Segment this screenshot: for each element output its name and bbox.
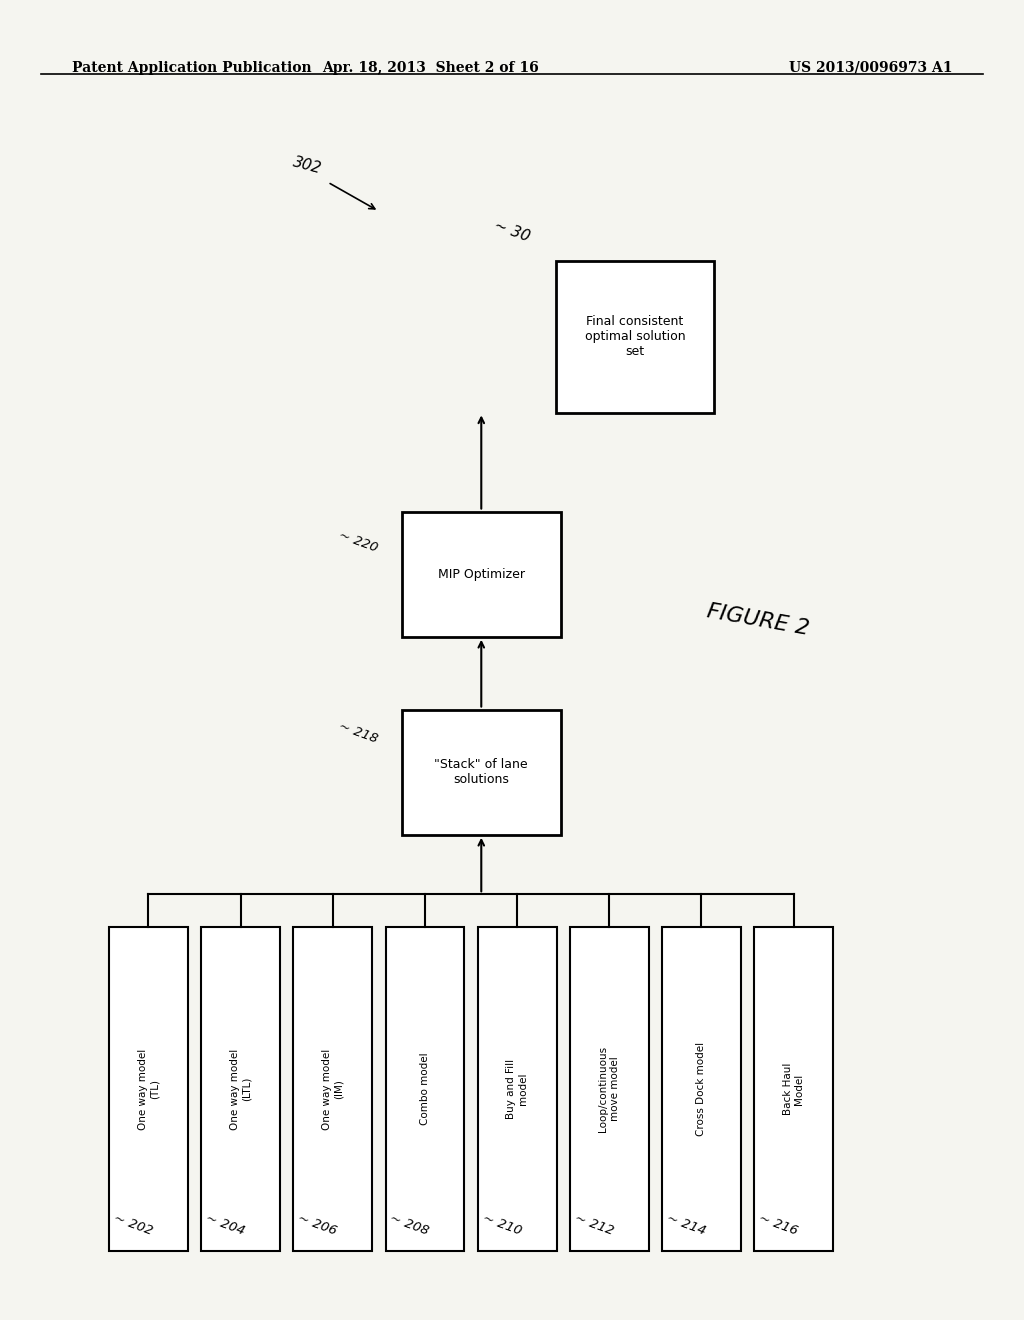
Text: One way model
(IM): One way model (IM) (322, 1048, 344, 1130)
Bar (754, 928, 834, 1251)
Text: ~ 210: ~ 210 (480, 1212, 523, 1238)
Bar (569, 928, 649, 1251)
Text: ~ 212: ~ 212 (572, 1212, 615, 1238)
Text: Back Haul
Model: Back Haul Model (782, 1063, 805, 1115)
Text: ~ 216: ~ 216 (757, 1212, 800, 1238)
Text: ~ 218: ~ 218 (337, 719, 380, 746)
Bar (663, 928, 741, 1251)
Text: ~ 204: ~ 204 (204, 1212, 247, 1238)
Bar (109, 928, 188, 1251)
Text: One way model
(LTL): One way model (LTL) (229, 1048, 252, 1130)
Text: Buy and Fill
model: Buy and Fill model (506, 1059, 528, 1119)
Text: Apr. 18, 2013  Sheet 2 of 16: Apr. 18, 2013 Sheet 2 of 16 (322, 61, 539, 75)
Bar (294, 928, 373, 1251)
Bar (555, 261, 715, 412)
Text: FIGURE 2: FIGURE 2 (705, 602, 811, 639)
Text: Loop/continuous
move model: Loop/continuous move model (598, 1045, 621, 1133)
Text: ~ 202: ~ 202 (112, 1212, 155, 1238)
Bar (401, 512, 561, 638)
Text: US 2013/0096973 A1: US 2013/0096973 A1 (788, 61, 952, 75)
Text: ~ 208: ~ 208 (388, 1212, 431, 1238)
Text: MIP Optimizer: MIP Optimizer (438, 568, 524, 581)
Bar (201, 928, 280, 1251)
Text: 302: 302 (291, 154, 324, 176)
Text: ~ 206: ~ 206 (296, 1212, 339, 1238)
Text: "Stack" of lane
solutions: "Stack" of lane solutions (434, 758, 528, 787)
Bar (477, 928, 557, 1251)
Text: ~ 214: ~ 214 (665, 1212, 708, 1238)
Text: ~ 30: ~ 30 (492, 218, 532, 244)
Text: Cross Dock model: Cross Dock model (696, 1041, 707, 1137)
Text: Patent Application Publication: Patent Application Publication (72, 61, 311, 75)
Text: One way model
(TL): One way model (TL) (137, 1048, 160, 1130)
Text: ~ 220: ~ 220 (337, 528, 380, 554)
Text: Final consistent
optimal solution
set: Final consistent optimal solution set (585, 315, 685, 358)
Bar (401, 710, 561, 836)
Bar (385, 928, 465, 1251)
Text: Combo model: Combo model (420, 1052, 430, 1126)
